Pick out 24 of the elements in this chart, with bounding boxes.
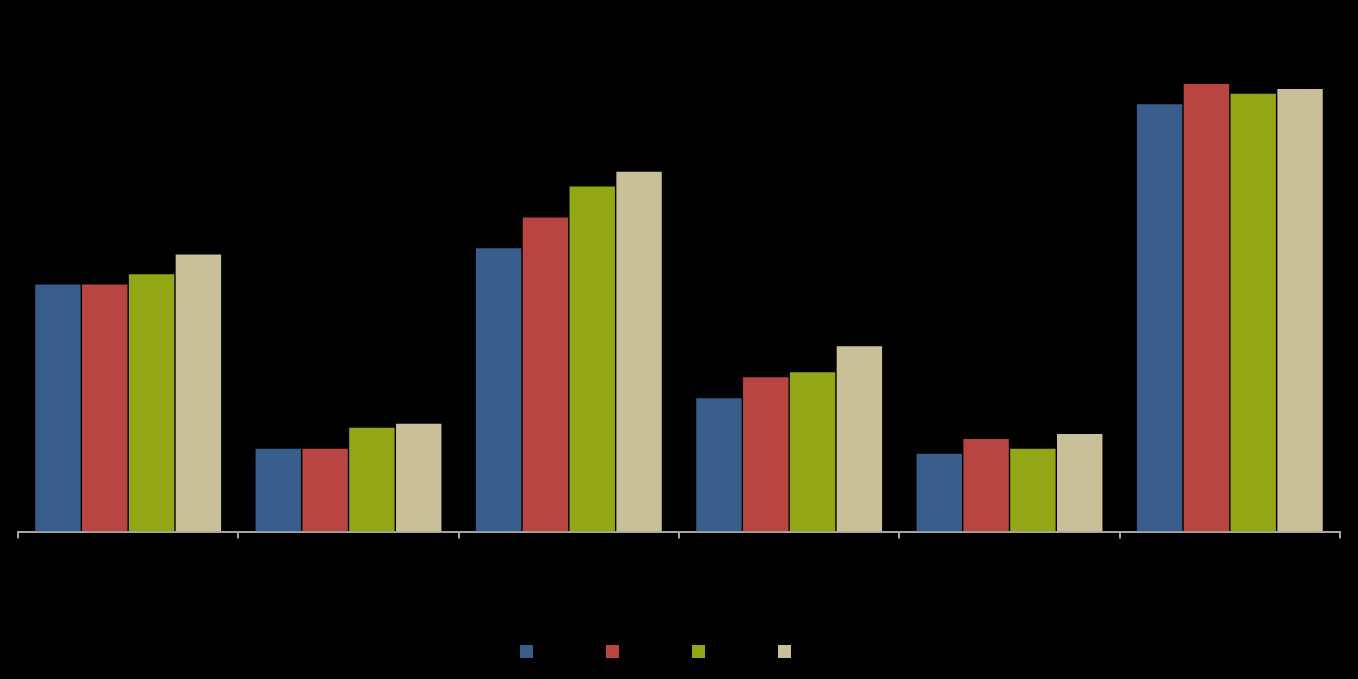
bar [396,423,442,532]
bar [569,186,615,532]
bar [743,377,789,532]
bar [82,284,128,532]
bar [836,346,883,532]
bar [302,448,348,532]
bar [1230,93,1276,532]
bar [963,438,1009,532]
bar [475,248,522,532]
bar [522,217,569,532]
bar [349,427,395,532]
bar [789,372,836,532]
bar [128,274,175,532]
bar [1057,434,1103,532]
bar [616,171,662,532]
bar [1183,84,1230,532]
bar [916,453,962,532]
bar [1277,88,1323,532]
bar [35,284,81,532]
bar [255,448,301,532]
bar [175,254,222,532]
bar [696,398,742,532]
bar [1136,104,1183,532]
bar [1010,448,1056,532]
